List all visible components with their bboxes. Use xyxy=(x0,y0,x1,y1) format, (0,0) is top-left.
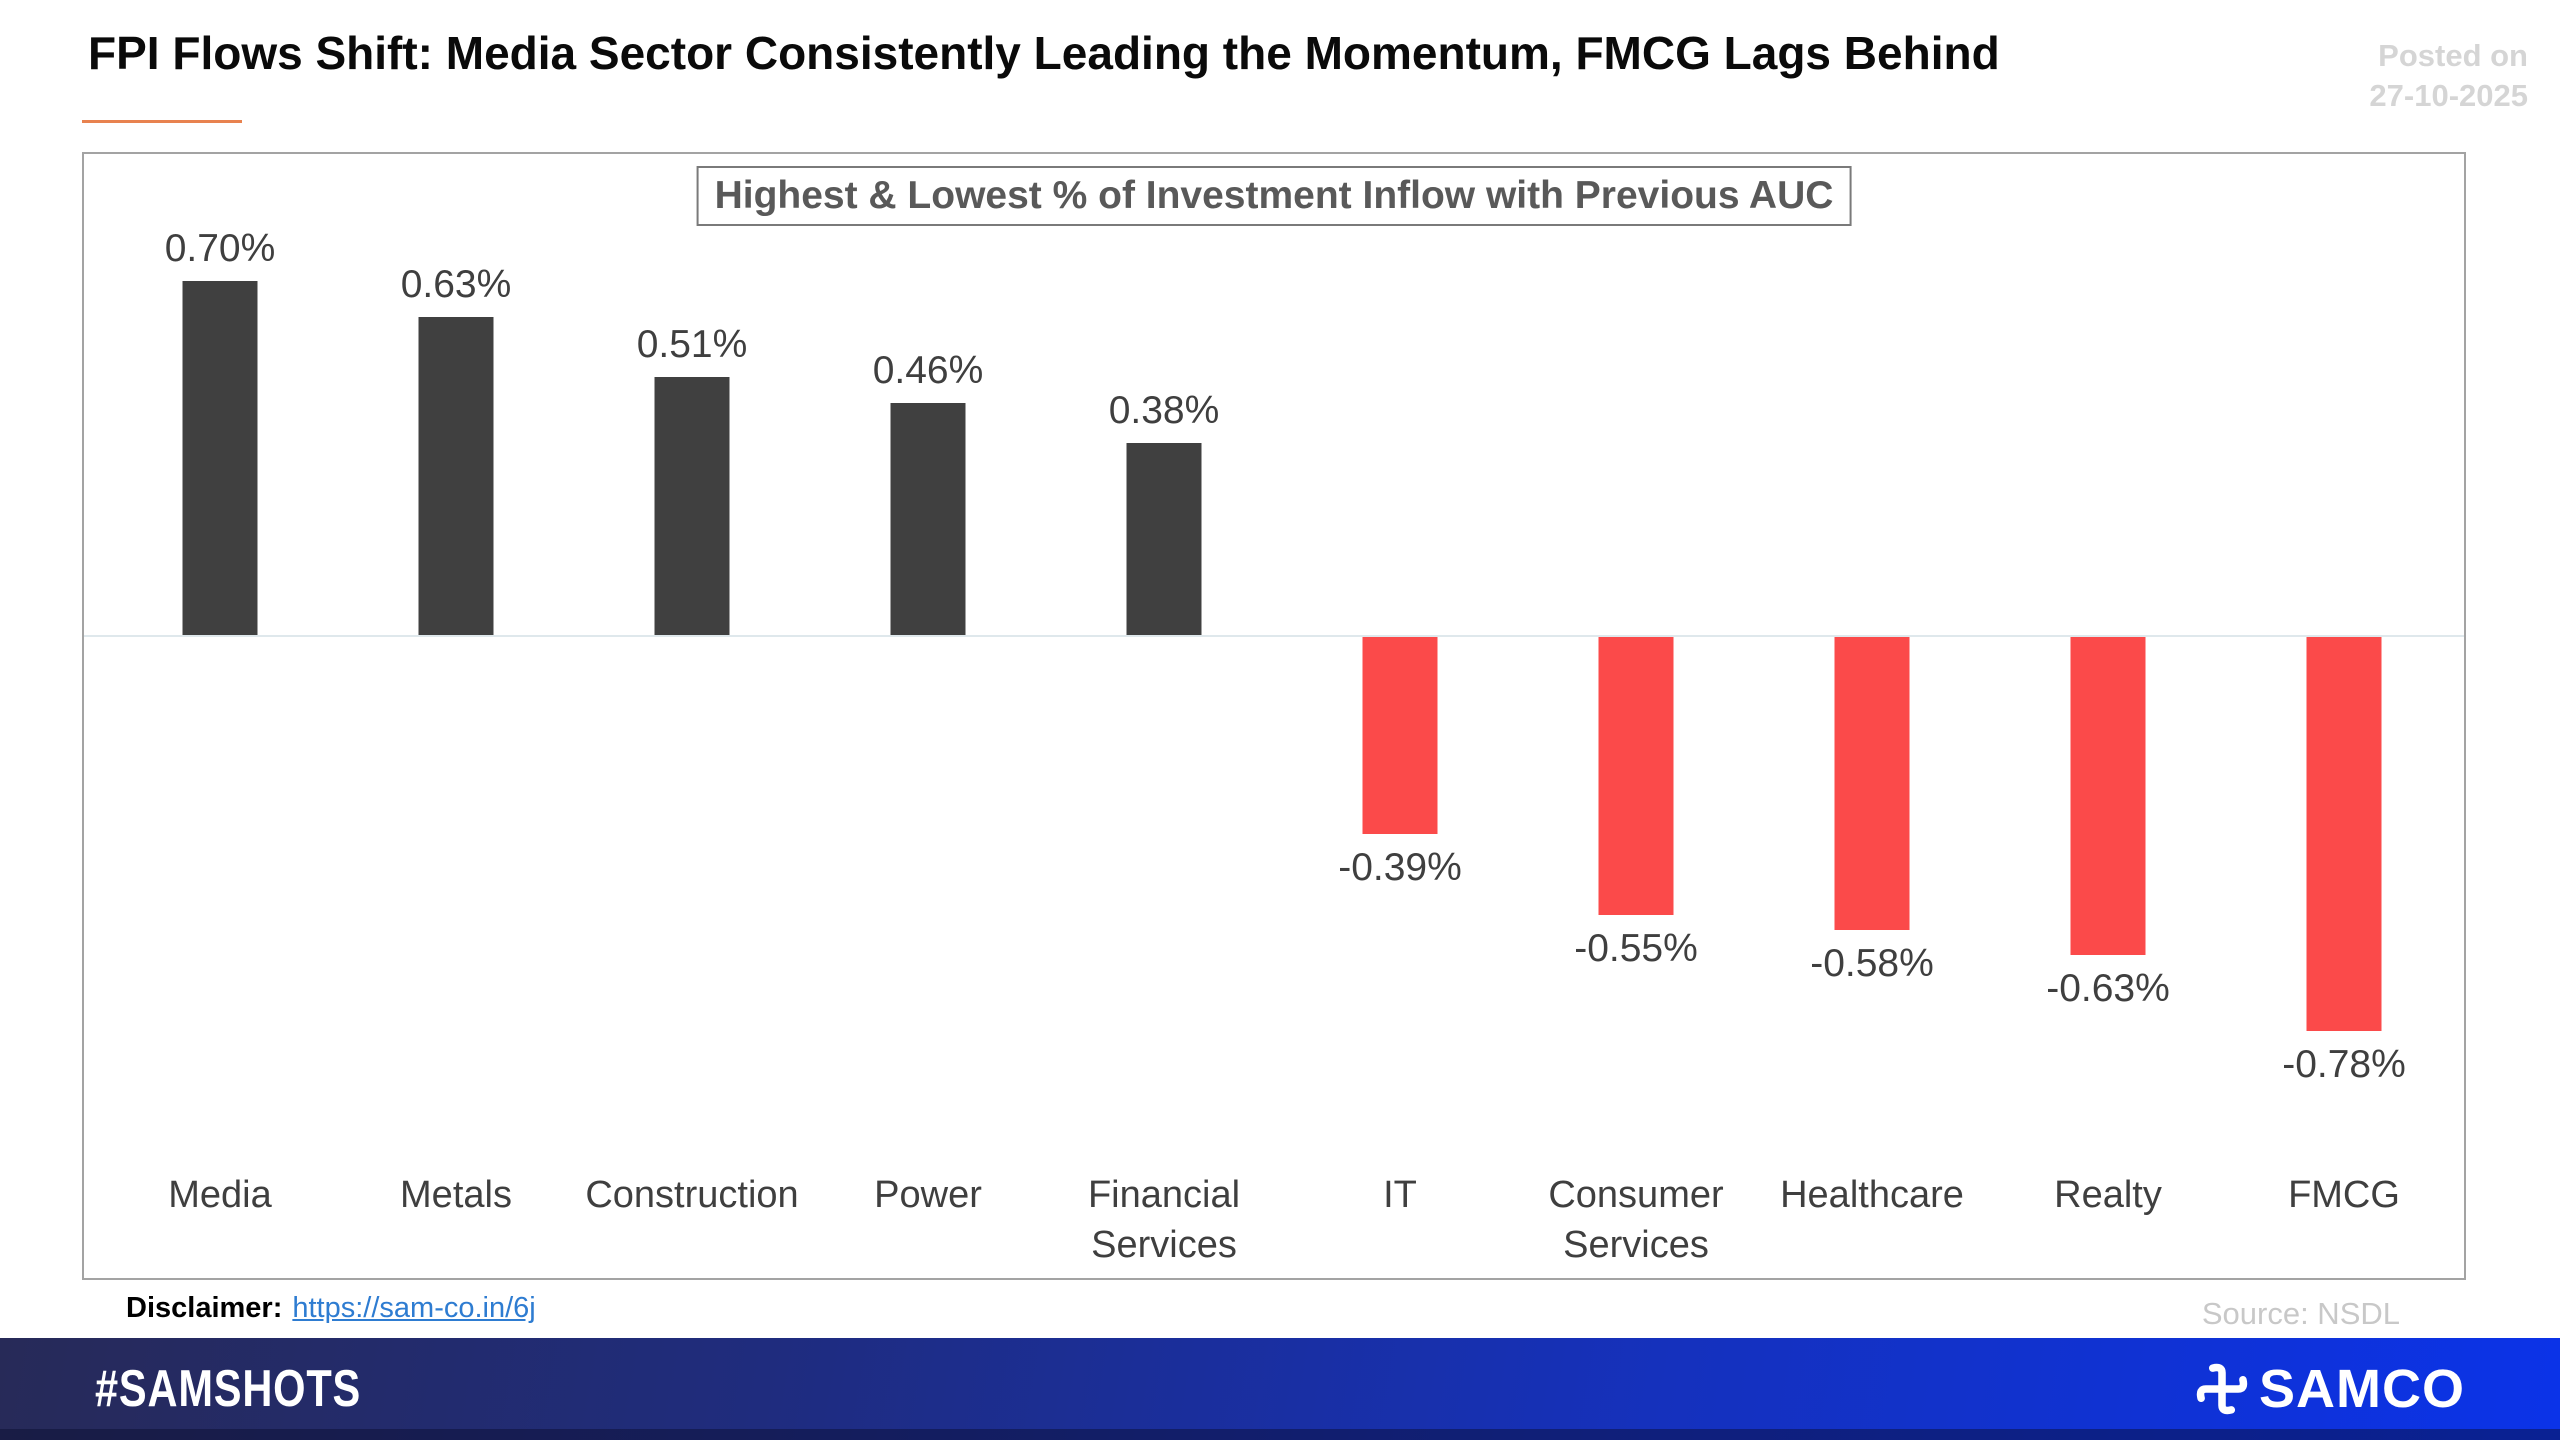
brand-bar: #SAMSHOTS SAMCO xyxy=(0,1338,2560,1440)
bar-negative xyxy=(1834,637,1910,930)
category-label: Realty xyxy=(2054,1174,2162,1216)
bar-positive xyxy=(182,281,258,635)
bar-column: 0.51% Construction xyxy=(574,154,810,1278)
samshots-hashtag: #SAMSHOTS xyxy=(95,1360,362,1418)
bar-value-label: -0.63% xyxy=(2046,967,2170,1010)
category-label: Financial Services xyxy=(1087,1174,1241,1266)
bar-positive xyxy=(654,377,730,635)
title-underline xyxy=(82,120,242,123)
bar-negative xyxy=(1362,637,1438,834)
category-label: Media xyxy=(168,1174,272,1216)
bar-value-label: -0.78% xyxy=(2282,1043,2406,1086)
category-label: Power xyxy=(874,1174,982,1216)
category-label: Metals xyxy=(400,1174,512,1216)
posted-on-label: Posted on xyxy=(2378,38,2528,73)
category-label: Consumer Services xyxy=(1548,1174,1724,1266)
bar-value-label: 0.46% xyxy=(872,349,984,392)
bar-column: -0.55% Consumer Services xyxy=(1518,154,1754,1278)
bar-column: -0.58% Healthcare xyxy=(1754,154,1990,1278)
bar-column: 0.38% Financial Services xyxy=(1046,154,1282,1278)
posted-on: Posted on 27-10-2025 xyxy=(2369,36,2528,116)
bar-value-label: 0.51% xyxy=(636,323,748,366)
bar-value-label: -0.39% xyxy=(1338,846,1462,889)
page-title: FPI Flows Shift: Media Sector Consistent… xyxy=(88,27,2000,79)
bar-column: 0.63% Metals xyxy=(338,154,574,1278)
bar-positive xyxy=(890,403,966,635)
bar-positive xyxy=(1126,443,1202,635)
bar-positive xyxy=(418,317,494,635)
disclaimer-link[interactable]: https://sam-co.in/6j xyxy=(292,1292,536,1324)
category-label: Construction xyxy=(585,1174,799,1216)
chart-title: Highest & Lowest % of Investment Inflow … xyxy=(696,166,1852,226)
bar-column: 0.46% Power xyxy=(810,154,1046,1278)
samco-pinwheel-icon xyxy=(2196,1363,2248,1415)
bar-value-label: 0.63% xyxy=(400,263,512,306)
bar-negative xyxy=(2070,637,2146,955)
bar-value-label: 0.38% xyxy=(1108,389,1220,432)
source-text: Source: NSDL xyxy=(2201,1296,2400,1331)
zero-axis-line xyxy=(84,635,2464,637)
bar-negative xyxy=(1598,637,1674,915)
bar-negative xyxy=(2306,637,2382,1031)
posted-on-date: 27-10-2025 xyxy=(2369,78,2528,113)
category-label: FMCG xyxy=(2288,1174,2400,1216)
samco-wordmark: SAMCO xyxy=(2259,1359,2465,1419)
category-label: IT xyxy=(1383,1174,1417,1216)
category-label: Healthcare xyxy=(1780,1174,1964,1216)
bar-column: -0.39% IT xyxy=(1282,154,1518,1278)
bar-value-label: 0.70% xyxy=(164,227,276,270)
bars-container: 0.70% Media 0.63% Metals 0.51% Construction 0.… xyxy=(84,154,2464,1278)
brand-bar-strip xyxy=(0,1429,2560,1440)
samco-logo: SAMCO xyxy=(2193,1358,2465,1420)
bar-column: 0.70% Media xyxy=(102,154,338,1278)
disclaimer: Disclaimer: https://sam-co.in/6j xyxy=(126,1292,536,1325)
bar-column: -0.78% FMCG xyxy=(2226,154,2462,1278)
chart-area: Highest & Lowest % of Investment Inflow … xyxy=(82,152,2466,1280)
bar-column: -0.63% Realty xyxy=(1990,154,2226,1278)
bar-value-label: -0.58% xyxy=(1810,942,1934,985)
disclaimer-label: Disclaimer: xyxy=(126,1292,283,1324)
bar-value-label: -0.55% xyxy=(1574,927,1698,970)
